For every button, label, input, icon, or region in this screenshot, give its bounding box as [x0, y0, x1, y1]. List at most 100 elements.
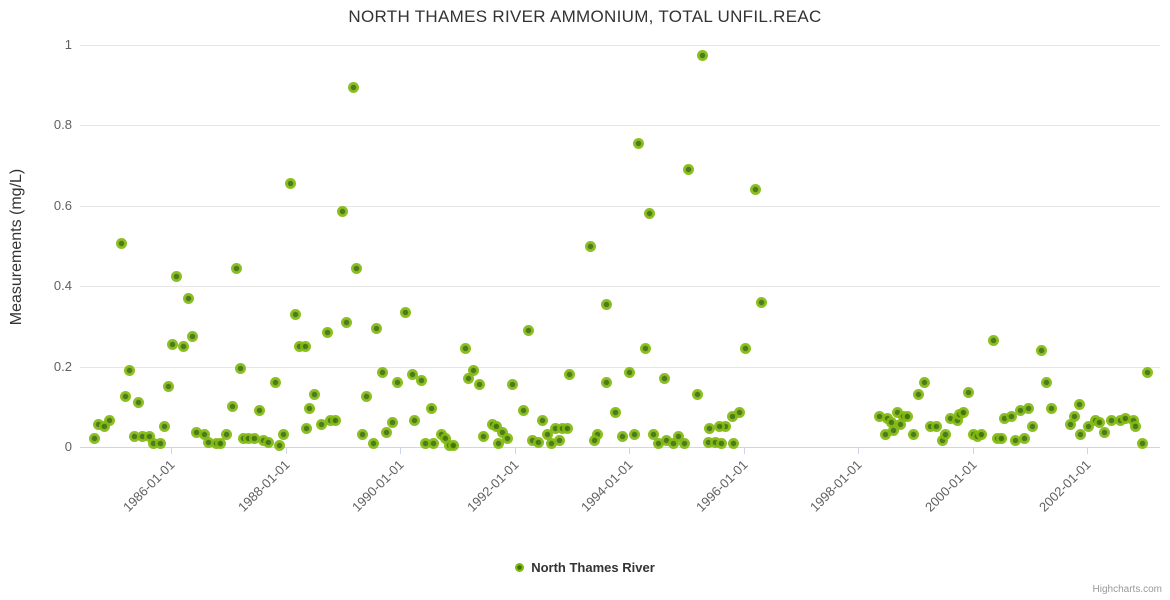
data-point[interactable] — [887, 424, 899, 436]
data-point[interactable] — [308, 389, 320, 401]
data-point[interactable] — [901, 411, 913, 423]
data-point[interactable] — [532, 436, 544, 448]
data-point[interactable] — [623, 367, 635, 379]
data-point[interactable] — [226, 401, 238, 413]
data-point[interactable] — [315, 419, 327, 431]
data-point[interactable] — [1022, 402, 1034, 414]
data-point[interactable] — [123, 365, 135, 377]
data-point[interactable] — [907, 429, 919, 441]
data-point[interactable] — [506, 379, 518, 391]
data-point[interactable] — [182, 292, 194, 304]
data-point[interactable] — [415, 375, 427, 387]
data-point[interactable] — [254, 405, 266, 417]
data-point[interactable] — [409, 415, 421, 427]
data-point[interactable] — [1009, 434, 1021, 446]
data-point[interactable] — [678, 438, 690, 450]
data-point[interactable] — [419, 438, 431, 450]
data-point[interactable] — [1035, 345, 1047, 357]
data-point[interactable] — [891, 406, 903, 418]
data-point[interactable] — [1074, 429, 1086, 441]
data-point[interactable] — [682, 164, 694, 176]
data-point[interactable] — [377, 367, 389, 379]
data-point[interactable] — [536, 414, 548, 426]
data-point[interactable] — [496, 426, 508, 438]
data-point[interactable] — [546, 438, 558, 450]
data-point[interactable] — [945, 412, 957, 424]
data-point[interactable] — [563, 369, 575, 381]
data-point[interactable] — [400, 306, 412, 318]
data-point[interactable] — [491, 420, 503, 432]
data-point[interactable] — [357, 429, 369, 441]
data-point[interactable] — [1064, 419, 1076, 431]
data-point[interactable] — [556, 423, 568, 435]
data-point[interactable] — [716, 438, 728, 450]
data-point[interactable] — [360, 391, 372, 403]
data-point[interactable] — [1068, 411, 1080, 423]
data-point[interactable] — [459, 343, 471, 354]
data-point[interactable] — [322, 326, 334, 338]
data-point[interactable] — [957, 406, 969, 418]
data-point[interactable] — [299, 341, 311, 352]
data-point[interactable] — [300, 423, 312, 435]
data-point[interactable] — [237, 433, 249, 445]
data-point[interactable] — [425, 403, 437, 415]
data-point[interactable] — [691, 389, 703, 401]
data-point[interactable] — [330, 415, 342, 427]
data-point[interactable] — [289, 308, 301, 320]
data-point[interactable] — [88, 432, 100, 444]
data-point[interactable] — [1105, 415, 1117, 427]
data-point[interactable] — [277, 429, 289, 441]
data-point[interactable] — [386, 416, 398, 428]
data-point[interactable] — [427, 438, 439, 450]
data-point[interactable] — [133, 397, 145, 409]
data-point[interactable] — [380, 427, 392, 439]
data-point[interactable] — [158, 420, 170, 432]
data-point[interactable] — [501, 432, 513, 444]
data-point[interactable] — [639, 343, 651, 354]
data-point[interactable] — [171, 270, 183, 282]
data-point[interactable] — [951, 415, 963, 427]
data-point[interactable] — [263, 437, 275, 449]
data-point[interactable] — [468, 365, 480, 377]
data-point[interactable] — [215, 438, 227, 450]
data-point[interactable] — [879, 429, 891, 441]
data-point[interactable] — [755, 296, 767, 308]
data-point[interactable] — [704, 422, 716, 434]
data-point[interactable] — [473, 379, 485, 391]
data-point[interactable] — [633, 137, 645, 149]
data-point[interactable] — [541, 429, 553, 441]
data-point[interactable] — [284, 178, 296, 190]
data-point[interactable] — [996, 432, 1008, 444]
data-point[interactable] — [588, 434, 600, 446]
data-point[interactable] — [733, 406, 745, 418]
data-point[interactable] — [1026, 420, 1038, 432]
data-point[interactable] — [672, 430, 684, 442]
data-point[interactable] — [248, 433, 260, 445]
data-point[interactable] — [1040, 377, 1052, 389]
data-point[interactable] — [517, 405, 529, 417]
data-point[interactable] — [550, 423, 562, 435]
data-point[interactable] — [1127, 415, 1139, 427]
data-point[interactable] — [370, 322, 382, 334]
data-point[interactable] — [584, 240, 596, 252]
data-point[interactable] — [347, 81, 359, 93]
data-point[interactable] — [1142, 367, 1154, 379]
data-point[interactable] — [337, 206, 349, 218]
data-point[interactable] — [975, 428, 987, 440]
data-point[interactable] — [391, 377, 403, 389]
data-point[interactable] — [988, 334, 1000, 346]
legend-item-north-thames-river[interactable]: North Thames River — [0, 560, 1170, 575]
data-point[interactable] — [147, 438, 159, 450]
data-point[interactable] — [341, 316, 353, 328]
data-point[interactable] — [129, 430, 141, 442]
data-point[interactable] — [177, 341, 189, 352]
data-point[interactable] — [999, 413, 1011, 425]
data-point[interactable] — [1015, 404, 1027, 416]
data-point[interactable] — [462, 373, 474, 385]
data-point[interactable] — [740, 343, 752, 354]
data-point[interactable] — [962, 387, 974, 399]
data-point[interactable] — [894, 419, 906, 431]
data-point[interactable] — [667, 438, 679, 450]
data-point[interactable] — [661, 435, 673, 447]
data-point[interactable] — [202, 436, 214, 448]
